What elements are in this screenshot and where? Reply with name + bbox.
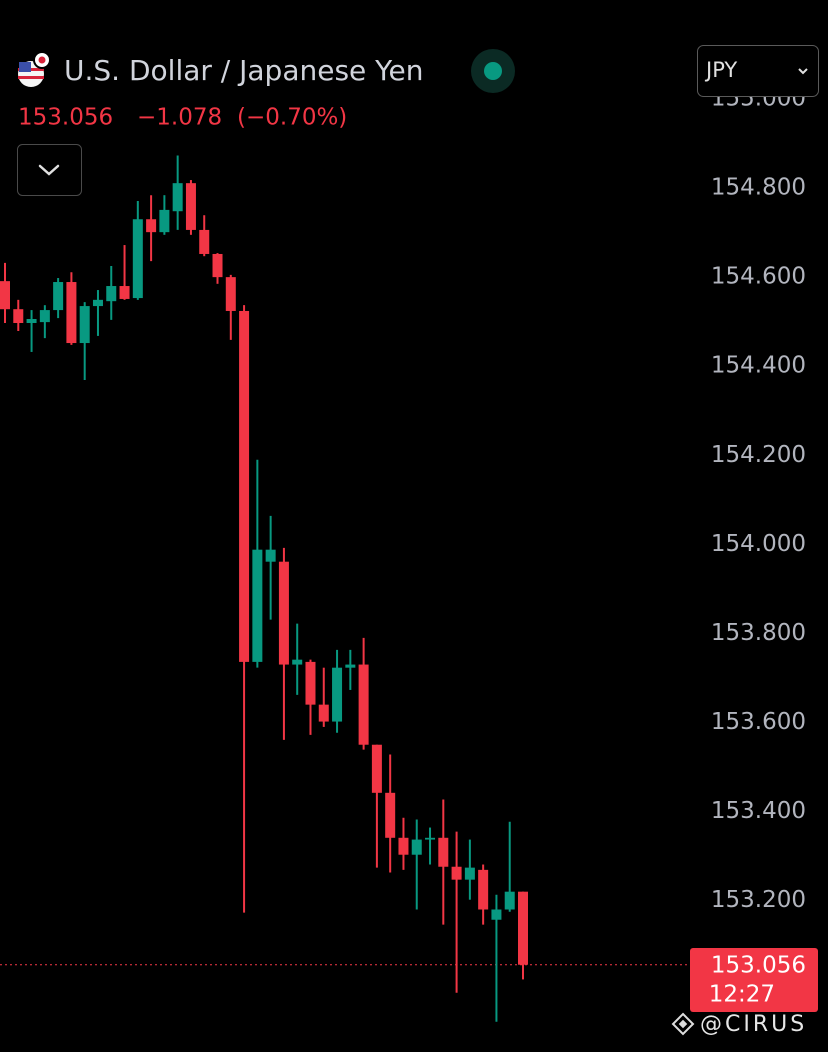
candle-body [106,286,117,302]
candle-body [239,310,250,662]
candle-body [225,277,236,311]
y-tick-label: 153.400 [711,798,806,824]
candle-body [265,549,276,562]
symbol-title: U.S. Dollar / Japanese Yen [64,54,424,87]
y-tick-label: 154.800 [711,175,806,201]
candle-body [0,281,10,310]
y-tick-label: 154.400 [711,353,806,379]
y-tick-label: 154.000 [711,531,806,557]
logo-diamond [671,1012,695,1036]
price-tag: 153.056 12:27 [690,948,818,1012]
candle-body [385,792,396,838]
candle-body [53,282,64,311]
candle-body [358,664,369,745]
select-chevron [798,68,808,75]
candle-body [464,867,475,880]
candle-body [66,282,77,344]
flag-stripe [18,76,44,79]
chevron [38,164,60,176]
candle-body [92,299,103,307]
candle-body [146,219,157,233]
price-tag-value: 153.056 [711,953,806,979]
candle-body [345,664,356,668]
market-open-dot [484,62,502,80]
candle-body [252,549,263,662]
candle-body [278,561,289,665]
jp-sun [38,56,46,64]
price-tag-box [690,948,818,1012]
candle-body [119,286,130,299]
price-change: −1.078 [137,105,222,131]
candle-body [159,209,170,233]
candle-body [425,837,436,840]
candle-body [491,909,502,920]
candle-body [305,661,316,705]
price-change-percent: (−0.70%) [237,105,347,131]
candle-body [371,744,382,793]
candle-body [438,837,449,867]
currency-select[interactable]: JPY [697,45,819,97]
y-tick-label: 153.800 [711,620,806,646]
collapse-button[interactable] [17,144,82,196]
flag-canton [19,62,31,72]
candle-body [292,659,303,665]
candle-body [451,866,462,880]
candle-body [332,667,343,722]
candle-body [26,318,37,323]
candle-body [318,704,329,722]
select-frame [697,45,819,97]
candle-body [39,310,50,323]
overlay: U.S. Dollar / Japanese Yen 153.056 −1.07… [17,45,819,1037]
watermark-logo [671,1012,695,1036]
candle-body [478,869,489,910]
candle-body [411,839,422,855]
candle-body [172,183,183,212]
y-tick-label: 154.600 [711,264,806,290]
candle-body [185,183,196,230]
y-tick-label: 154.200 [711,442,806,468]
candle-body [212,253,223,278]
candle-body [79,306,90,344]
countdown: 12:27 [709,982,775,1008]
candles [0,155,690,1022]
flag-icon [18,51,51,87]
button-frame [17,144,82,196]
currency-label: JPY [704,58,737,82]
candle-body [398,837,409,855]
candle-body [518,891,528,965]
last-price: 153.056 [18,105,113,131]
watermark: @CIRUS [700,1012,807,1037]
price-axis: 155.000154.800154.600154.400154.200154.0… [711,86,806,914]
candle-body [199,229,210,254]
candle-body [504,891,515,910]
candle-body [132,219,143,299]
y-tick-label: 153.600 [711,709,806,735]
y-tick-label: 153.200 [711,887,806,913]
candle-body [13,309,24,323]
logo-center [678,1019,688,1029]
